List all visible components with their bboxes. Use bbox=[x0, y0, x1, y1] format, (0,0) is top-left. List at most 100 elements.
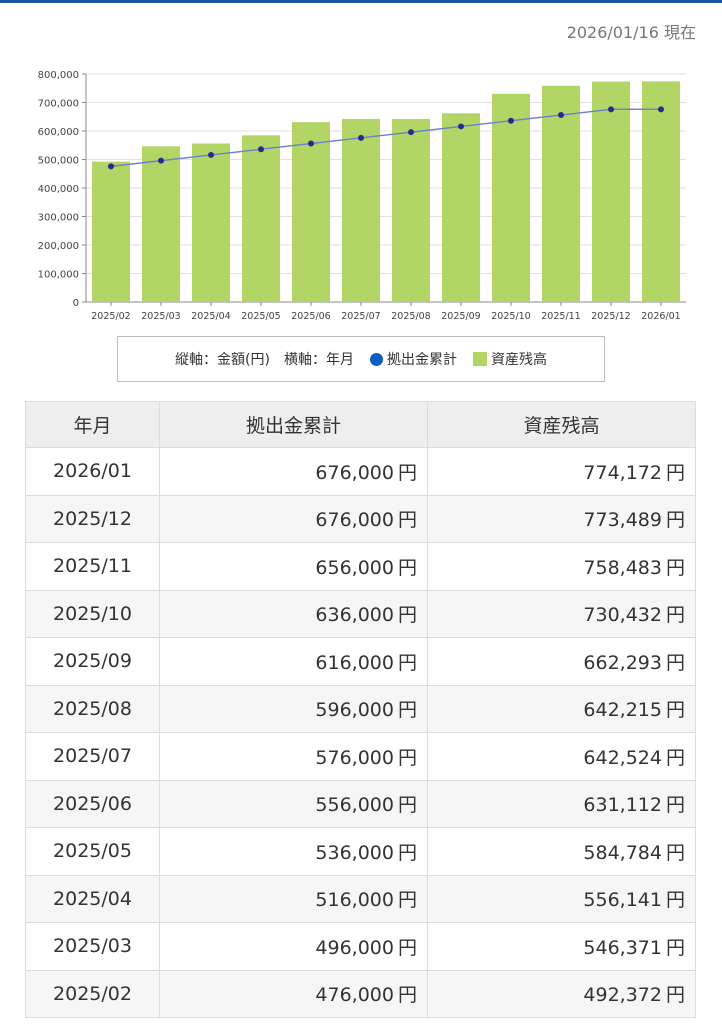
table-row: 2025/11 656,000 円 758,483 円 bbox=[25, 542, 696, 591]
cell-value: 636,000 bbox=[315, 604, 394, 627]
table-row: 2025/06 556,000 円 631,112 円 bbox=[25, 779, 696, 828]
bar bbox=[492, 93, 530, 303]
line-point bbox=[658, 106, 664, 113]
x-tick-label: 2025/04 bbox=[191, 311, 230, 322]
cell-value: 758,483 bbox=[583, 556, 662, 579]
cell-unit: 円 bbox=[665, 556, 685, 579]
cell-value: 730,432 bbox=[583, 604, 662, 627]
bar bbox=[392, 118, 430, 302]
cell-unit: 円 bbox=[397, 889, 417, 912]
y-tick-label: 200,000 bbox=[38, 241, 79, 252]
bar bbox=[642, 81, 680, 302]
chart-legend: 縦軸：金額(円) 横軸：年月 拠出金累計 資産残高 bbox=[117, 336, 605, 382]
bar bbox=[192, 143, 230, 302]
header-asset-balance: 資産残高 bbox=[427, 401, 696, 448]
cell-value: 556,141 bbox=[583, 889, 662, 912]
table-row: 2025/07 576,000 円 642,524 円 bbox=[25, 732, 696, 781]
cell-asset-balance: 758,483 円 bbox=[427, 542, 696, 591]
cell-unit: 円 bbox=[397, 699, 417, 722]
line-point bbox=[558, 112, 564, 119]
x-tick-label: 2025/06 bbox=[291, 311, 330, 322]
y-tick-label: 300,000 bbox=[38, 213, 79, 224]
x-tick-label: 2025/12 bbox=[591, 311, 630, 322]
cell-value: 616,000 bbox=[315, 651, 394, 674]
x-tick-label: 2025/02 bbox=[91, 311, 130, 322]
x-tick-label: 2025/11 bbox=[541, 311, 580, 322]
table-row: 2026/01 676,000 円 774,172 円 bbox=[25, 447, 696, 496]
cell-value: 773,489 bbox=[583, 509, 662, 532]
square-marker-icon bbox=[472, 352, 487, 366]
cell-value: 536,000 bbox=[315, 841, 394, 864]
cell-asset-balance: 631,112 円 bbox=[427, 779, 696, 828]
cell-value: 556,000 bbox=[315, 794, 394, 817]
cell-asset-balance: 492,372 円 bbox=[427, 969, 696, 1018]
cell-asset-balance: 662,293 円 bbox=[427, 637, 696, 686]
cell-value: 476,000 bbox=[315, 984, 394, 1007]
cell-value: 492,372 bbox=[583, 984, 662, 1007]
history-table: 年月 拠出金累計 資産残高 2026/01 676,000 円 774,172 円 202… bbox=[25, 401, 696, 1018]
legend-line-item: 拠出金累計 bbox=[369, 349, 457, 369]
cell-year-month: 2025/06 bbox=[25, 779, 160, 828]
cell-unit: 円 bbox=[397, 651, 417, 674]
bar bbox=[242, 135, 280, 302]
as-of-date: 2026/01/16 現在 bbox=[566, 23, 696, 42]
bar bbox=[442, 113, 480, 302]
y-tick-label: 100,000 bbox=[38, 270, 79, 281]
cell-contribution-total: 476,000 円 bbox=[159, 969, 428, 1018]
cell-contribution-total: 496,000 円 bbox=[159, 922, 428, 971]
x-tick-label: 2025/05 bbox=[241, 311, 280, 322]
cell-asset-balance: 546,371 円 bbox=[427, 922, 696, 971]
cell-value: 676,000 bbox=[315, 509, 394, 532]
cell-value: 496,000 bbox=[315, 936, 394, 959]
x-tick-label: 2025/08 bbox=[391, 311, 430, 322]
cell-value: 662,293 bbox=[583, 651, 662, 674]
y-tick-label: 500,000 bbox=[38, 156, 79, 167]
cell-asset-balance: 730,432 円 bbox=[427, 589, 696, 638]
cell-year-month: 2025/09 bbox=[25, 637, 160, 686]
cell-value: 546,371 bbox=[583, 936, 662, 959]
cell-unit: 円 bbox=[665, 746, 685, 769]
bar bbox=[142, 146, 180, 302]
cell-unit: 円 bbox=[665, 604, 685, 627]
cell-contribution-total: 636,000 円 bbox=[159, 589, 428, 638]
table-header-row: 年月 拠出金累計 資産残高 bbox=[25, 401, 696, 448]
balance-chart: 0 100,000 200,000 300,000 400,000 500,000 600,… bbox=[38, 70, 686, 322]
legend-bar-item: 資産残高 bbox=[472, 349, 547, 369]
header-year-month: 年月 bbox=[25, 401, 160, 448]
y-tick-label: 400,000 bbox=[38, 184, 79, 195]
cell-unit: 円 bbox=[397, 841, 417, 864]
cell-contribution-total: 536,000 円 bbox=[159, 827, 428, 876]
cell-contribution-total: 596,000 円 bbox=[159, 684, 428, 733]
bar bbox=[292, 122, 330, 302]
y-tick-label: 600,000 bbox=[38, 127, 79, 138]
line-point bbox=[458, 123, 464, 130]
cell-unit: 円 bbox=[665, 651, 685, 674]
cell-unit: 円 bbox=[397, 604, 417, 627]
cell-unit: 円 bbox=[665, 936, 685, 959]
y-tick-label: 800,000 bbox=[38, 70, 79, 81]
cell-unit: 円 bbox=[665, 509, 685, 532]
table-row: 2025/08 596,000 円 642,215 円 bbox=[25, 684, 696, 733]
legend-line-label: 拠出金累計 bbox=[386, 352, 457, 368]
cell-contribution-total: 676,000 円 bbox=[159, 494, 428, 543]
cell-year-month: 2026/01 bbox=[25, 447, 160, 496]
cell-unit: 円 bbox=[665, 461, 685, 484]
cell-asset-balance: 773,489 円 bbox=[427, 494, 696, 543]
cell-year-month: 2025/02 bbox=[25, 969, 160, 1018]
cell-value: 642,524 bbox=[583, 746, 662, 769]
top-border bbox=[0, 0, 722, 3]
cell-contribution-total: 616,000 円 bbox=[159, 637, 428, 686]
cell-asset-balance: 774,172 円 bbox=[427, 447, 696, 496]
cell-asset-balance: 584,784 円 bbox=[427, 827, 696, 876]
cell-unit: 円 bbox=[397, 936, 417, 959]
cell-value: 631,112 bbox=[583, 794, 662, 817]
cell-unit: 円 bbox=[397, 746, 417, 769]
cell-contribution-total: 656,000 円 bbox=[159, 542, 428, 591]
bar bbox=[542, 85, 580, 303]
cell-year-month: 2025/05 bbox=[25, 827, 160, 876]
cell-asset-balance: 642,524 円 bbox=[427, 732, 696, 781]
line-point bbox=[308, 140, 314, 147]
cell-contribution-total: 556,000 円 bbox=[159, 779, 428, 828]
cell-unit: 円 bbox=[397, 984, 417, 1007]
cell-value: 576,000 bbox=[315, 746, 394, 769]
